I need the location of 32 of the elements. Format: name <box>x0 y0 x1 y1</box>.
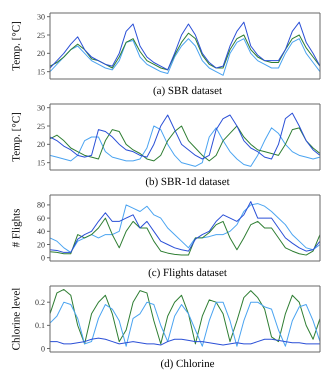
line-series <box>50 288 320 344</box>
line-series <box>50 112 320 160</box>
y-tick-label: 30 <box>37 12 45 22</box>
y-tick-label: 20 <box>37 240 45 250</box>
line-series <box>50 38 320 76</box>
y-tick-label: 20 <box>37 49 45 58</box>
y-tick-label: 80 <box>37 200 45 210</box>
y-tick-label: 0.2 <box>35 298 45 308</box>
text: (b) SBR-1d dataset <box>144 176 231 188</box>
y-tick-label: 0.1 <box>35 321 45 330</box>
line-series <box>50 32 320 70</box>
line-series <box>50 338 320 346</box>
line-series <box>50 218 320 256</box>
y-axis-title: Chlorine level <box>10 288 23 350</box>
text: (a) SBR dataset <box>152 85 224 97</box>
y-axis-title: Temp. [°C] <box>10 112 23 162</box>
text: (c) Flights dataset <box>147 267 228 279</box>
y-tick-label: 15 <box>37 158 45 168</box>
line-series <box>50 302 320 347</box>
y-axis-title: # Flights <box>10 208 23 248</box>
y-tick-label: 15 <box>37 68 45 77</box>
y-axis-title: Temp. [°C] <box>10 21 23 71</box>
y-tick-label: 60 <box>37 214 45 223</box>
y-tick-label: 25 <box>37 30 45 40</box>
text: (d) Chlorine <box>159 358 216 370</box>
line-series <box>50 22 320 70</box>
y-tick-label: 0 <box>41 254 45 263</box>
y-tick-label: 0 <box>41 344 45 354</box>
y-tick-label: 25 <box>37 122 45 131</box>
y-tick-label: 30 <box>37 104 45 113</box>
y-tick-label: 20 <box>37 140 45 150</box>
y-tick-label: 40 <box>37 227 45 236</box>
